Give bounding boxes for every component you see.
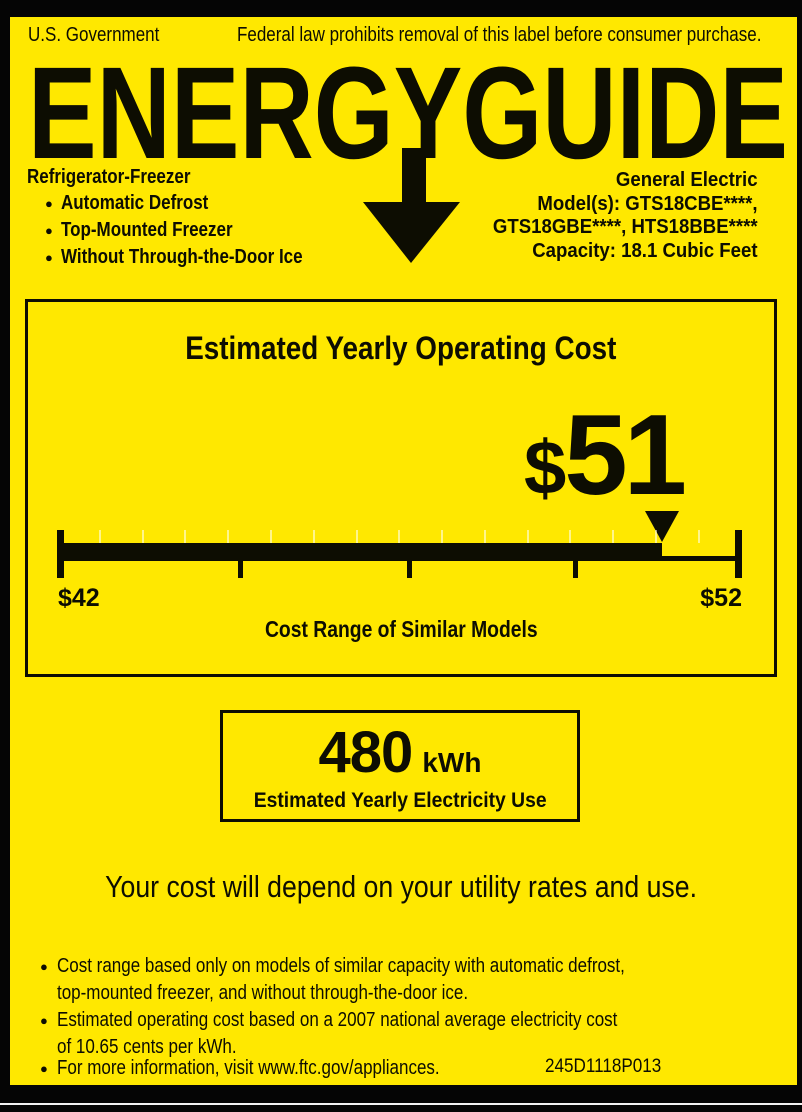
bullet-icon: ● bbox=[45, 222, 53, 238]
scale-pointer-icon bbox=[645, 511, 679, 542]
feature-item: ● Automatic Defrost bbox=[45, 192, 234, 215]
feature-item: ● Top-Mounted Freezer bbox=[45, 219, 263, 242]
scale-left-cap bbox=[57, 530, 64, 578]
product-category-text: Refrigerator-Freezer bbox=[27, 166, 191, 188]
legal-notice-text: Federal law prohibits removal of this la… bbox=[237, 24, 762, 46]
bullet-icon: ● bbox=[40, 1061, 48, 1076]
minor-tick bbox=[527, 530, 529, 543]
major-tick bbox=[407, 556, 412, 578]
bullet-icon: ● bbox=[45, 249, 53, 265]
electricity-use-box: 480 kWh Estimated Yearly Electricity Use bbox=[220, 710, 580, 822]
major-tick bbox=[573, 556, 578, 578]
capacity-text: Capacity: 18.1 Cubic Feet bbox=[532, 239, 758, 262]
minor-tick bbox=[142, 530, 144, 543]
minor-tick bbox=[655, 530, 657, 543]
bullet-icon: ● bbox=[40, 1013, 48, 1028]
major-tick bbox=[238, 556, 243, 578]
utility-rates-disclaimer: Your cost will depend on your utility ra… bbox=[0, 869, 802, 905]
scale-bar-remainder bbox=[657, 556, 742, 561]
minor-tick bbox=[270, 530, 272, 543]
cost-range-scale bbox=[57, 530, 742, 578]
model-line: GTS18GBE****, HTS18BBE**** bbox=[493, 216, 758, 238]
model-line: Model(s): GTS18CBE****, bbox=[537, 192, 758, 215]
minor-tick bbox=[99, 530, 101, 543]
kwh-unit: kWh bbox=[422, 747, 482, 778]
product-category: Refrigerator-Freezer bbox=[27, 166, 219, 189]
minor-tick bbox=[398, 530, 400, 543]
footnote-item: ● For more information, visit www.ftc.go… bbox=[40, 1055, 507, 1082]
currency-symbol: $ bbox=[524, 426, 566, 511]
manufacturer-name: General Electric bbox=[616, 169, 758, 191]
minor-tick bbox=[612, 530, 614, 543]
minor-tick bbox=[698, 530, 700, 543]
electricity-use-caption: Estimated Yearly Electricity Use bbox=[241, 789, 559, 813]
feature-text: Top-Mounted Freezer bbox=[60, 219, 233, 241]
footnote-item: ● Cost range based only on models of sim… bbox=[40, 953, 725, 1007]
minor-tick bbox=[484, 530, 486, 543]
operating-cost-title: Estimated Yearly Operating Cost bbox=[28, 330, 774, 367]
part-number-text: 245D1118P013 bbox=[545, 1056, 662, 1077]
us-government-label: U.S. Government bbox=[28, 24, 183, 47]
footnote-line: Cost range based only on models of simil… bbox=[56, 955, 625, 977]
cost-amount: 51 bbox=[564, 392, 687, 519]
footnote-item: ● Estimated operating cost based on a 20… bbox=[40, 1007, 716, 1061]
kwh-value: 480 bbox=[318, 720, 414, 785]
minor-tick bbox=[184, 530, 186, 543]
scale-caption-text: Cost Range of Similar Models bbox=[264, 616, 538, 642]
footnote-line: top-mounted freezer, and without through… bbox=[56, 982, 468, 1004]
scale-min-label: $42 bbox=[58, 584, 100, 612]
energyguide-logo: ENERGYGUIDE bbox=[28, 40, 788, 263]
manufacturer-block: General Electric Model(s): GTS18CBE****,… bbox=[493, 169, 758, 263]
us-government-text: U.S. Government bbox=[28, 24, 160, 46]
bottom-edge-line bbox=[0, 1103, 802, 1105]
scale-right-cap bbox=[735, 530, 742, 578]
footnote-lines: Cost range based only on models of simil… bbox=[57, 953, 725, 1007]
bullet-icon: ● bbox=[45, 195, 53, 211]
legal-notice: Federal law prohibits removal of this la… bbox=[237, 24, 802, 47]
feature-text: Without Through-the-Door Ice bbox=[60, 246, 303, 268]
minor-tick bbox=[441, 530, 443, 543]
scale-max-label: $52 bbox=[700, 584, 742, 612]
operating-cost-value: $51 bbox=[524, 390, 687, 521]
minor-tick bbox=[569, 530, 571, 543]
feature-text: Automatic Defrost bbox=[60, 192, 209, 214]
operating-cost-title-text: Estimated Yearly Operating Cost bbox=[185, 330, 617, 366]
part-number: 245D1118P013 bbox=[545, 1056, 674, 1078]
minor-tick bbox=[356, 530, 358, 543]
utility-rates-disclaimer-text: Your cost will depend on your utility ra… bbox=[105, 869, 697, 904]
minor-tick bbox=[313, 530, 315, 543]
bullet-icon: ● bbox=[40, 959, 48, 974]
footnote-line: Estimated operating cost based on a 2007… bbox=[56, 1009, 618, 1031]
scale-caption: Cost Range of Similar Models bbox=[28, 616, 774, 643]
operating-cost-box: Estimated Yearly Operating Cost $51 bbox=[25, 299, 777, 677]
footnote-lines: Estimated operating cost based on a 2007… bbox=[57, 1007, 716, 1061]
electricity-use-value-row: 480 kWh bbox=[319, 719, 482, 786]
down-arrow-icon bbox=[363, 148, 460, 263]
footnote-lines: For more information, visit www.ftc.gov/… bbox=[57, 1055, 507, 1082]
minor-tick bbox=[227, 530, 229, 543]
footnote-line: For more information, visit www.ftc.gov/… bbox=[56, 1057, 440, 1079]
scale-bar-filled bbox=[57, 543, 662, 561]
electricity-use-caption-text: Estimated Yearly Electricity Use bbox=[253, 789, 547, 812]
feature-item: ● Without Through-the-Door Ice bbox=[45, 246, 345, 269]
footnote-line: of 10.65 cents per kWh. bbox=[56, 1036, 237, 1058]
